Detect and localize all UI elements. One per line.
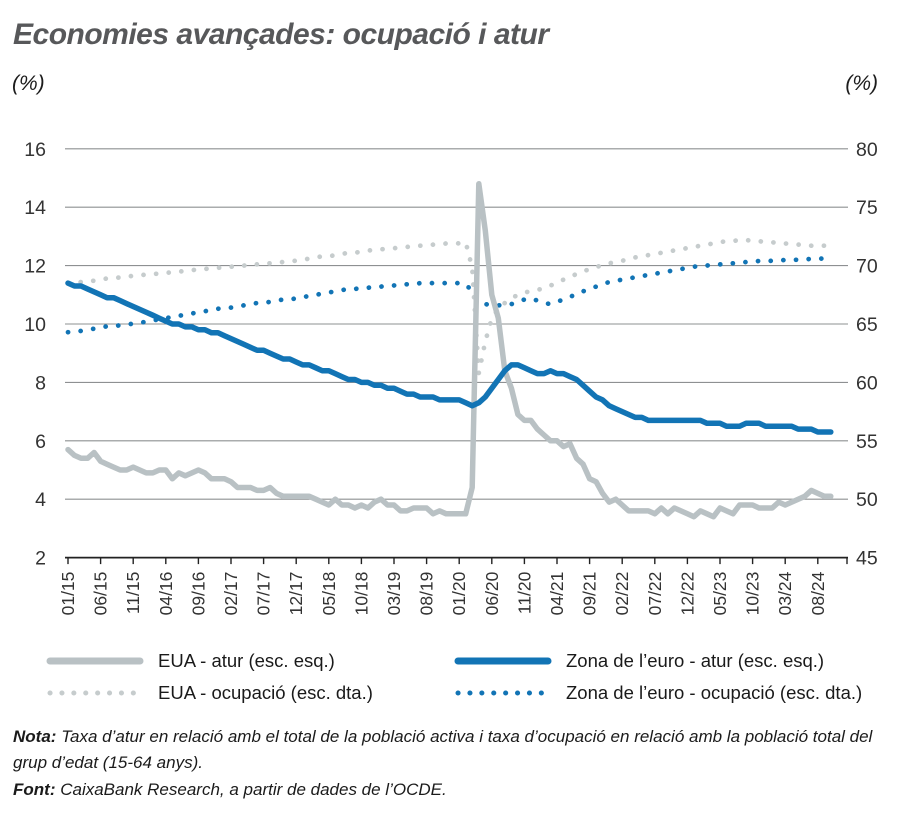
- x-axis-tick-label: 06/20: [482, 571, 502, 615]
- right-axis-tick-label: 55: [856, 431, 878, 453]
- left-axis-tick-label: 4: [35, 489, 46, 511]
- left-axis-tick-label: 8: [35, 372, 46, 394]
- x-axis-tick-label: 07/17: [254, 572, 274, 616]
- legend-item-zona-euro-atur: Zona de l’euro - atur (esc. esq.): [453, 648, 824, 674]
- right-axis-tick-label: 70: [856, 256, 878, 278]
- series-line-1: [65, 237, 834, 376]
- x-axis-tick-label: 03/19: [384, 572, 404, 616]
- x-axis-tick-label: 05/23: [710, 572, 730, 616]
- legend-item-eua-atur: EUA - atur (esc. esq.): [45, 648, 335, 674]
- x-axis-tick-label: 04/16: [156, 572, 176, 616]
- right-axis-tick-label: 45: [856, 548, 878, 570]
- x-axis-tick-label: 03/24: [775, 571, 795, 615]
- legend-label-eua-atur: EUA - atur (esc. esq.): [158, 650, 335, 671]
- legend-item-zona-euro-ocupacio: Zona de l’euro - ocupació (esc. dta.): [453, 680, 862, 706]
- right-axis-tick-label: 60: [856, 372, 878, 394]
- x-axis-tick-label: 05/18: [319, 572, 339, 616]
- x-axis-tick-label: 09/16: [188, 572, 208, 616]
- note-label: Nota:: [13, 727, 57, 746]
- left-axis-tick-label: 12: [24, 256, 46, 278]
- x-axis-tick-label: 04/21: [547, 572, 567, 616]
- chart-title: Economies avançades: ocupació i atur: [13, 18, 549, 51]
- x-axis-tick-label: 02/17: [221, 572, 241, 616]
- series-line-2: [65, 280, 834, 435]
- right-axis-tick-label: 50: [856, 489, 878, 511]
- x-axis-tick-label: 07/22: [645, 572, 665, 616]
- legend-swatch-dotted-gray-icon: [47, 690, 143, 696]
- line-chart-canvas: 16 80 14 75 12 70 10 65 8 60 6 55 4 50 2 45 01/15 06/15 11…: [24, 139, 878, 616]
- chart-footnotes: Nota: Taxa d’atur en relació amb el tota…: [13, 724, 891, 803]
- left-axis-tick-label: 14: [24, 197, 46, 219]
- x-axis-tick-label: 11/15: [123, 572, 143, 615]
- x-axis-tick-label: 09/21: [580, 572, 600, 616]
- note-text: Taxa d’atur en relació amb el total de l…: [13, 727, 873, 773]
- right-axis-unit-label: (%): [845, 72, 878, 95]
- x-axis-tick-label: 01/15: [58, 572, 78, 616]
- source-text: CaixaBank Research, a partir de dades de…: [60, 779, 447, 799]
- x-axis-tick-label: 10/23: [743, 572, 763, 616]
- legend-swatch-solid-blue-icon: [454, 657, 552, 665]
- legend-item-eua-ocupacio: EUA - ocupació (esc. dta.): [45, 680, 373, 706]
- source-label: Font:: [13, 779, 56, 799]
- x-axis-tick-label: 01/20: [449, 571, 469, 615]
- x-axis-tick-label: 08/19: [417, 572, 437, 616]
- right-axis-tick-label: 80: [856, 139, 878, 161]
- note-line: Nota: Taxa d’atur en relació amb el tota…: [13, 724, 891, 777]
- legend-swatch-solid-gray-icon: [46, 657, 144, 665]
- x-axis-tick-label: 12/22: [677, 572, 697, 616]
- left-axis-tick-label: 10: [24, 314, 46, 336]
- source-line: Font: CaixaBank Research, a partir de da…: [13, 777, 891, 803]
- left-axis-tick-label: 6: [35, 431, 46, 453]
- chart-legend: EUA - atur (esc. esq.) EUA - ocupació (e…: [0, 648, 900, 714]
- left-axis-tick-label: 2: [35, 548, 46, 570]
- right-axis-tick-label: 65: [856, 314, 878, 336]
- x-axis-tick-label: 08/24: [808, 571, 828, 615]
- x-axis-tick-label: 12/17: [286, 572, 306, 616]
- left-axis-unit-label: (%): [12, 72, 45, 95]
- series-line-0: [65, 181, 834, 520]
- legend-label-zona-euro-atur: Zona de l’euro - atur (esc. esq.): [566, 650, 825, 671]
- right-axis-tick-label: 75: [856, 197, 878, 219]
- legend-label-eua-ocupacio: EUA - ocupació (esc. dta.): [158, 682, 373, 703]
- x-axis-tick-label: 06/15: [91, 572, 111, 616]
- legend-swatch-dotted-blue-icon: [455, 690, 551, 696]
- x-axis-tick-label: 11/20: [514, 571, 534, 614]
- chart-plot-area: 16 80 14 75 12 70 10 65 8 60 6 55 4 50 2 45 01/15 06/15 11…: [0, 110, 900, 650]
- left-axis-tick-label: 16: [24, 139, 46, 161]
- x-axis-tick-label: 10/18: [351, 572, 371, 616]
- x-axis-tick-label: 02/22: [612, 572, 632, 616]
- series-line-3: [65, 256, 834, 335]
- legend-label-zona-euro-ocupacio: Zona de l’euro - ocupació (esc. dta.): [566, 682, 863, 703]
